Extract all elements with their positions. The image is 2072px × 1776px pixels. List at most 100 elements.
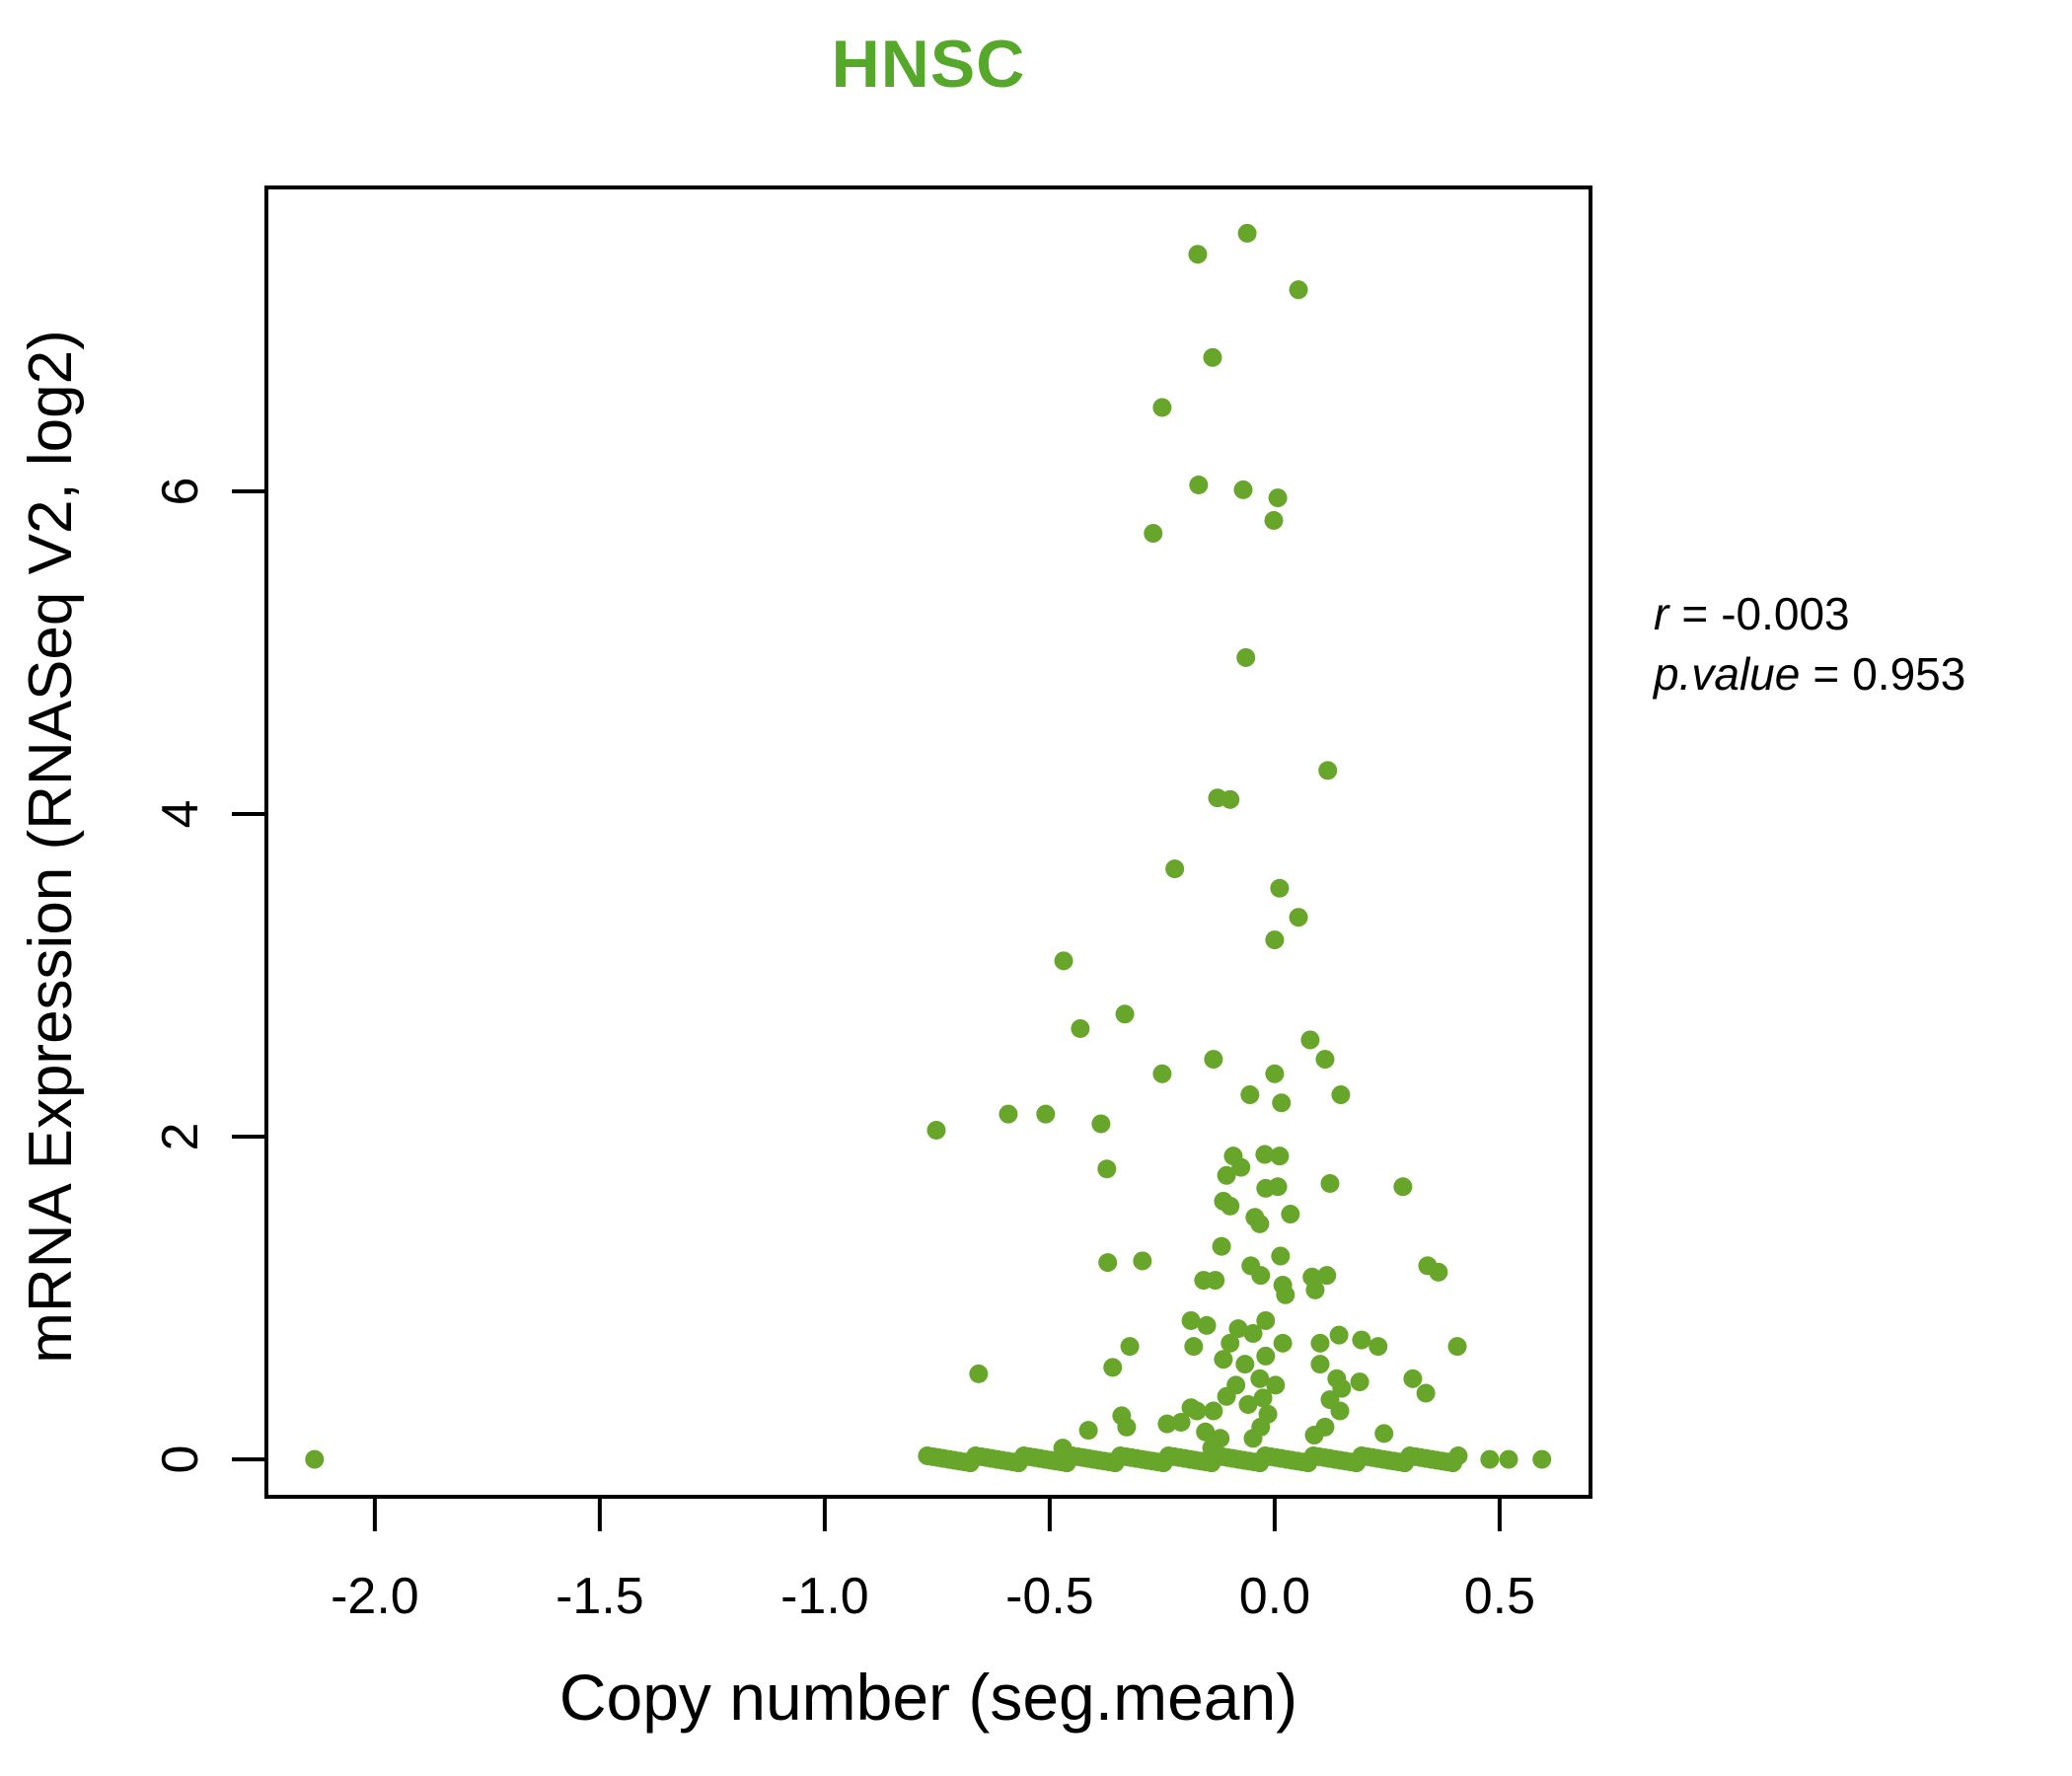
data-point bbox=[1214, 1350, 1233, 1369]
data-point bbox=[1251, 1266, 1271, 1286]
data-point bbox=[1329, 1325, 1349, 1345]
r-stat-line: r = -0.003 bbox=[1654, 584, 1965, 644]
data-point bbox=[1238, 1394, 1258, 1414]
data-point bbox=[1317, 1266, 1337, 1286]
data-point bbox=[305, 1449, 325, 1469]
data-point bbox=[1403, 1369, 1423, 1388]
data-point bbox=[1204, 1401, 1223, 1421]
data-point bbox=[1265, 1064, 1285, 1083]
data-point bbox=[1115, 1004, 1135, 1024]
x-tick-label: -1.5 bbox=[555, 1568, 644, 1625]
x-tick-label: -0.5 bbox=[1005, 1568, 1094, 1625]
x-tick-label: -2.0 bbox=[331, 1568, 419, 1625]
data-point bbox=[1256, 1310, 1276, 1330]
data-point bbox=[1228, 1319, 1248, 1339]
data-point bbox=[1352, 1330, 1371, 1350]
plot-border bbox=[264, 185, 1592, 1499]
p-label: p.value bbox=[1654, 648, 1801, 700]
data-point bbox=[1300, 1030, 1320, 1050]
data-point bbox=[1315, 1050, 1335, 1070]
data-point bbox=[1231, 1157, 1251, 1177]
data-point bbox=[1266, 1375, 1286, 1395]
data-point bbox=[1184, 1337, 1204, 1357]
r-label: r bbox=[1654, 588, 1669, 639]
data-point bbox=[1203, 347, 1222, 367]
data-point bbox=[926, 1121, 946, 1141]
data-point bbox=[1480, 1449, 1500, 1469]
data-point bbox=[1152, 1064, 1172, 1083]
data-point bbox=[1206, 1271, 1225, 1291]
data-point bbox=[1416, 1383, 1436, 1403]
x-tick-label: 0.5 bbox=[1464, 1568, 1535, 1625]
data-point bbox=[1255, 1145, 1275, 1164]
data-point bbox=[1217, 1386, 1236, 1406]
data-point bbox=[1374, 1424, 1394, 1443]
data-point bbox=[1243, 1429, 1263, 1448]
data-point bbox=[1499, 1449, 1518, 1469]
y-tick-label: 0 bbox=[152, 1445, 209, 1474]
data-point bbox=[1217, 1165, 1236, 1185]
data-point bbox=[1447, 1337, 1467, 1357]
data-point bbox=[1272, 1093, 1292, 1113]
data-point bbox=[1103, 1358, 1123, 1377]
data-point bbox=[1204, 1050, 1223, 1070]
data-point bbox=[1330, 1401, 1350, 1421]
data-point bbox=[1189, 476, 1209, 495]
x-tick-label: -1.0 bbox=[780, 1568, 869, 1625]
data-point bbox=[1332, 1378, 1352, 1398]
data-point bbox=[1036, 1104, 1056, 1124]
data-point bbox=[1053, 1439, 1073, 1458]
data-point bbox=[1237, 223, 1257, 243]
data-point bbox=[999, 1104, 1018, 1124]
data-point bbox=[1350, 1372, 1369, 1392]
data-point bbox=[1318, 761, 1338, 780]
r-value: -0.003 bbox=[1721, 588, 1850, 639]
data-point bbox=[1273, 1333, 1293, 1353]
data-point bbox=[969, 1364, 989, 1383]
y-tick-label: 6 bbox=[152, 478, 209, 506]
data-point bbox=[1181, 1398, 1201, 1418]
data-point bbox=[1268, 488, 1288, 508]
data-point bbox=[1250, 1369, 1270, 1388]
data-point bbox=[1240, 1085, 1260, 1105]
chart-title: HNSC bbox=[831, 27, 1026, 102]
data-point bbox=[1264, 510, 1284, 530]
data-point bbox=[1265, 930, 1285, 950]
y-tick-label: 2 bbox=[152, 1123, 209, 1151]
data-point bbox=[1117, 1417, 1137, 1437]
data-point bbox=[1157, 1414, 1177, 1434]
x-tick-label: 0.0 bbox=[1239, 1568, 1310, 1625]
data-point bbox=[1281, 1205, 1300, 1224]
x-axis-label: Copy number (seg.mean) bbox=[558, 1661, 1298, 1734]
data-point bbox=[1243, 1324, 1263, 1344]
p-value: 0.953 bbox=[1852, 648, 1966, 700]
data-point bbox=[1236, 647, 1256, 667]
data-point bbox=[1310, 1333, 1330, 1353]
baseline-point bbox=[1448, 1445, 1468, 1465]
data-point bbox=[1304, 1426, 1324, 1445]
data-point bbox=[1171, 1412, 1191, 1432]
data-point bbox=[1120, 1337, 1140, 1357]
data-point bbox=[1305, 1280, 1325, 1299]
data-point bbox=[1098, 1253, 1118, 1273]
data-point bbox=[1270, 1147, 1290, 1166]
data-point bbox=[1429, 1262, 1448, 1282]
data-point bbox=[1054, 951, 1073, 971]
data-point bbox=[1235, 1355, 1255, 1374]
data-point bbox=[1144, 524, 1163, 544]
data-point bbox=[1253, 1388, 1273, 1408]
data-point bbox=[1271, 1246, 1291, 1266]
stats-annotation: r = -0.003 p.value = 0.953 bbox=[1654, 584, 1965, 704]
data-point bbox=[1268, 1177, 1288, 1197]
data-point bbox=[1181, 1310, 1201, 1330]
p-equals: = bbox=[1813, 648, 1840, 700]
data-point bbox=[1133, 1251, 1152, 1271]
data-point bbox=[1197, 1315, 1217, 1335]
data-point bbox=[1097, 1159, 1117, 1179]
y-tick-label: 4 bbox=[152, 800, 209, 829]
data-point bbox=[1221, 1333, 1240, 1353]
data-point bbox=[1152, 398, 1172, 417]
p-stat-line: p.value = 0.953 bbox=[1654, 644, 1965, 704]
data-point bbox=[1270, 878, 1290, 898]
